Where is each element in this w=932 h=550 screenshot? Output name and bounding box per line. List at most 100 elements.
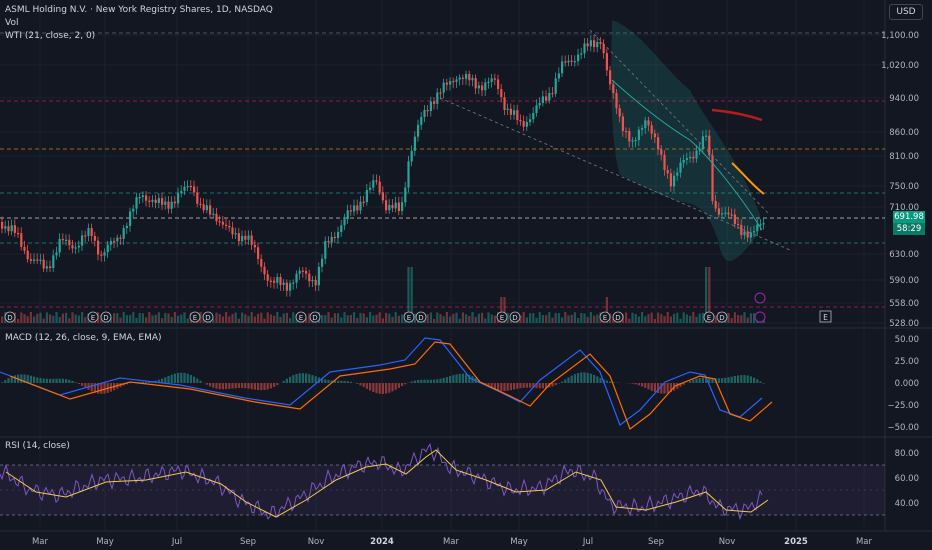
volume-bar: [109, 317, 112, 323]
currency-button[interactable]: USD: [889, 4, 923, 20]
macd-histogram-bar: [237, 383, 240, 388]
candle-body: [596, 41, 599, 48]
candle-body: [586, 43, 589, 47]
candle-body: [132, 208, 135, 212]
macd-histogram-bar: [260, 383, 263, 391]
macd-histogram-bar: [285, 378, 288, 383]
candle-body: [621, 116, 624, 131]
macd-histogram-bar: [100, 383, 103, 394]
candle-body: [657, 137, 660, 150]
volume-bar: [445, 312, 448, 323]
macd-histogram-bar: [465, 374, 468, 383]
candle-body: [151, 199, 154, 202]
macd-histogram-bar: [397, 383, 400, 388]
candle-body: [141, 195, 144, 198]
candle-body: [442, 82, 445, 93]
candle-body: [631, 140, 634, 142]
candle-body: [599, 41, 602, 44]
volume-bar: [58, 316, 61, 323]
candle-body: [346, 210, 349, 220]
macd-histogram-bar: [269, 383, 272, 389]
candle-body: [740, 224, 743, 236]
macd-histogram-bar: [337, 380, 340, 383]
volume-bar: [637, 316, 640, 323]
volume-bar: [535, 317, 538, 323]
candle-body: [516, 110, 519, 121]
candle-body: [23, 246, 26, 251]
candle-body: [449, 81, 452, 85]
rsi-indicator-label[interactable]: RSI (14, close): [5, 441, 70, 451]
macd-histogram-bar: [516, 383, 519, 389]
volume-bar: [529, 313, 532, 323]
volume-bar: [503, 297, 506, 323]
candle-body: [493, 78, 496, 80]
time-axis-label: 2024: [370, 537, 394, 547]
macd-histogram-bar: [573, 374, 576, 383]
macd-histogram-bar: [509, 383, 512, 391]
candle-body: [33, 259, 36, 261]
volume-bar: [349, 314, 352, 323]
candle-body: [170, 201, 173, 209]
candle-body: [167, 201, 170, 209]
time-axis-label: Mar: [856, 537, 873, 547]
volume-bar: [138, 313, 141, 323]
macd-histogram-bar: [433, 379, 436, 383]
macd-indicator-label[interactable]: MACD (12, 26, close, 9, EMA, EMA): [5, 333, 162, 343]
event-marker: [599, 311, 611, 323]
price-axis-label: 590.00: [889, 276, 919, 286]
volume-bar: [337, 313, 340, 323]
volume-bar: [285, 312, 288, 323]
macd-histogram-bar: [657, 383, 660, 394]
candle-body: [244, 235, 247, 240]
volume-bar: [151, 315, 154, 323]
volume-bar: [276, 312, 279, 323]
candle-body: [650, 125, 653, 134]
volume-bar: [321, 314, 324, 323]
macd-histogram-bar: [669, 383, 672, 393]
macd-histogram-bar: [519, 383, 522, 389]
macd-histogram-bar: [228, 383, 231, 389]
candle-body: [183, 186, 186, 191]
candle-body: [682, 159, 685, 163]
macd-histogram-bar: [314, 376, 317, 383]
volume-bar: [273, 315, 276, 323]
macd-histogram-bar: [580, 372, 583, 383]
candle-body: [221, 221, 224, 225]
volume-bar: [506, 312, 509, 323]
macd-histogram-bar: [513, 383, 516, 390]
candle-body: [109, 240, 112, 245]
wti-indicator-label[interactable]: WTI (21, close, 2, 0): [5, 31, 96, 41]
volume-indicator-label[interactable]: Vol: [5, 18, 19, 28]
volume-bar: [685, 314, 688, 323]
macd-histogram-bar: [68, 379, 71, 383]
rsi-line: [0, 442, 763, 521]
volume-bar: [362, 313, 365, 323]
symbol-title[interactable]: ASML Holding N.V. · New York Registry Sh…: [5, 5, 273, 15]
macd-histogram-bar: [737, 375, 740, 383]
volume-bar: [429, 312, 432, 323]
candle-body: [45, 266, 48, 269]
volume-bar: [714, 315, 717, 323]
signal-line: [9, 341, 773, 430]
macd-histogram-bar: [493, 383, 496, 390]
macd-histogram-bar: [276, 383, 279, 386]
candle-body: [180, 190, 183, 194]
macd-histogram-bar: [263, 383, 266, 390]
volume-bar: [490, 314, 493, 323]
candle-body: [218, 221, 221, 223]
macd-histogram-bar: [423, 379, 426, 383]
volume-bar: [657, 312, 660, 323]
candle-body: [628, 131, 631, 142]
volume-bar: [234, 312, 237, 323]
candle-body: [65, 239, 68, 242]
macd-histogram-bar: [442, 378, 445, 383]
volume-bar: [260, 312, 263, 323]
volume-bar: [474, 316, 477, 323]
macd-histogram-bar: [705, 377, 708, 383]
volume-bar: [55, 312, 58, 323]
volume-bar: [663, 316, 666, 323]
candle-body: [74, 247, 77, 249]
volume-bar: [26, 316, 29, 323]
macd-histogram-bar: [660, 383, 663, 394]
